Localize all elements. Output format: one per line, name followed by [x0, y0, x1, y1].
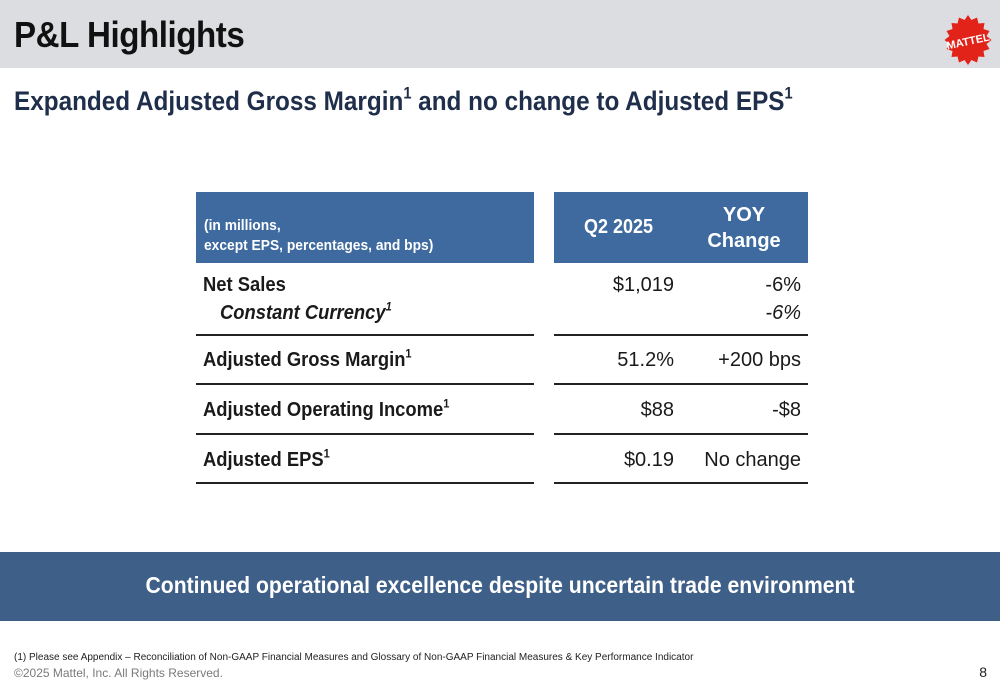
slide-subtitle: Expanded Adjusted Gross Margin1 and no c…	[14, 86, 793, 117]
table-rule	[196, 383, 534, 385]
table-rule	[554, 433, 808, 435]
row-value-adjusted-operating-income: $88	[640, 399, 674, 421]
table-header-label-cell: (in millions, except EPS, percentages, a…	[196, 192, 534, 263]
agm-text: Adjusted Gross Margin	[203, 349, 406, 371]
table-rule	[196, 334, 534, 336]
yoy-line2: Change	[707, 230, 781, 252]
column-header-q2: Q2 2025	[584, 216, 654, 238]
row-label-constant-currency: Constant Currency1	[220, 299, 392, 325]
row-value-adjusted-gross-margin: 51.2%	[617, 349, 674, 371]
constant-currency-sup: 1	[385, 299, 392, 314]
aoi-sup: 1	[443, 396, 450, 411]
takeaway-banner: Continued operational excellence despite…	[0, 552, 1000, 621]
row-value-adjusted-eps: $0.19	[623, 449, 674, 471]
constant-currency-text: Constant Currency	[220, 302, 386, 324]
units-note-line2: except EPS, percentages, and bps)	[204, 237, 434, 254]
row-change-adjusted-gross-margin: +200 bps	[718, 349, 801, 371]
row-change-adjusted-operating-income: -$8	[772, 399, 801, 421]
page-number: 8	[979, 664, 987, 680]
table-header-values-cell: Q2 2025 YOY Change	[554, 192, 808, 263]
yoy-line1: YOY	[722, 204, 766, 226]
footnote: (1) Please see Appendix – Reconciliation…	[14, 652, 694, 663]
row-value-net-sales: $1,019	[612, 274, 674, 296]
table-rule	[196, 482, 534, 484]
row-label-adjusted-operating-income: Adjusted Operating Income1	[203, 396, 450, 422]
eps-sup: 1	[323, 446, 330, 461]
column-header-yoy: YOY Change	[704, 202, 784, 254]
row-change-net-sales: -6%	[765, 274, 801, 296]
row-change-constant-currency: -6%	[765, 302, 801, 324]
units-note-line1: (in millions,	[204, 217, 281, 234]
page-title: P&L Highlights	[14, 14, 245, 55]
row-label-adjusted-eps: Adjusted EPS1	[203, 446, 330, 472]
copyright: ©2025 Mattel, Inc. All Rights Reserved.	[14, 666, 223, 680]
row-label-net-sales: Net Sales	[203, 274, 286, 296]
header-band	[0, 0, 1000, 68]
table-rule	[554, 334, 808, 336]
eps-text: Adjusted EPS	[203, 449, 324, 471]
table-rule	[554, 383, 808, 385]
subtitle-part2: and no change to Adjusted EPS	[411, 86, 785, 116]
row-change-adjusted-eps: No change	[704, 449, 801, 471]
subtitle-sup1: 1	[403, 84, 412, 103]
agm-sup: 1	[405, 346, 412, 361]
table-units-note: (in millions, except EPS, percentages, a…	[204, 216, 433, 256]
table-rule	[196, 433, 534, 435]
mattel-logo: MATTEL	[944, 15, 992, 65]
subtitle-sup2: 1	[784, 84, 793, 103]
subtitle-part1: Expanded Adjusted Gross Margin	[14, 86, 404, 116]
banner-text: Continued operational excellence despite…	[145, 572, 855, 598]
row-label-adjusted-gross-margin: Adjusted Gross Margin1	[203, 346, 412, 372]
aoi-text: Adjusted Operating Income	[203, 399, 444, 421]
table-rule	[554, 482, 808, 484]
